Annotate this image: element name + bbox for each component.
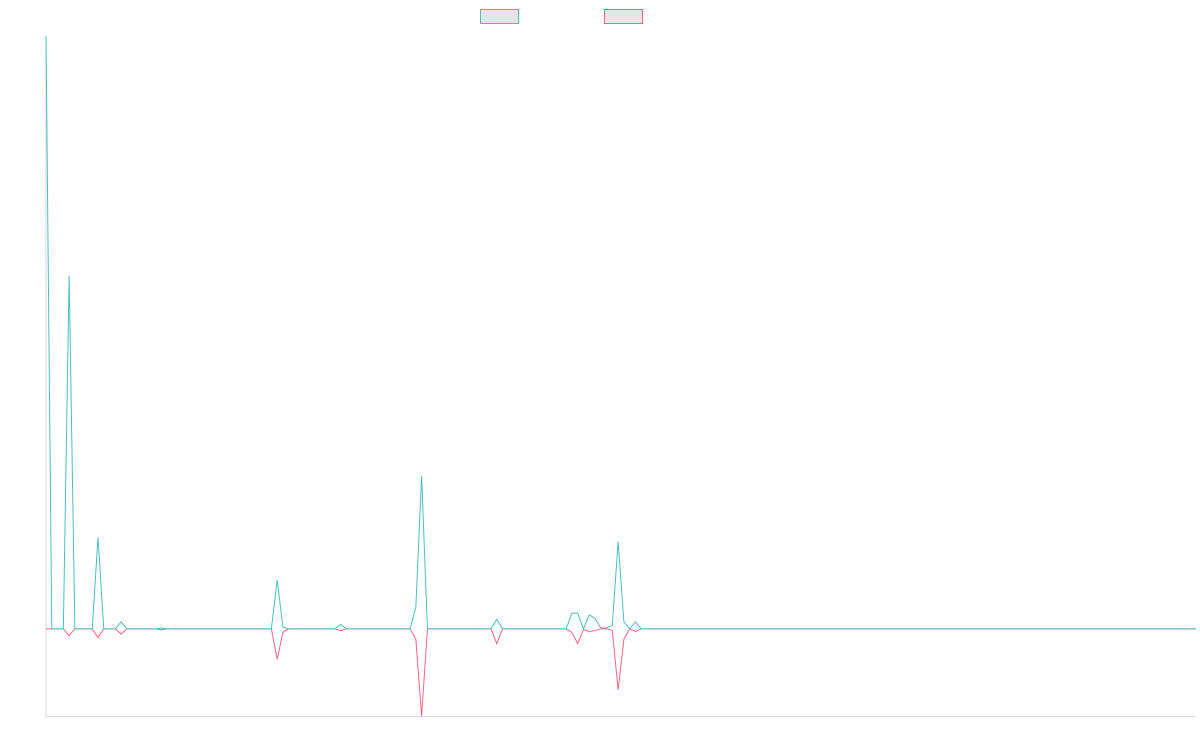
legend-swatch-series-1[interactable] — [480, 9, 519, 24]
legend-swatch-series-2[interactable] — [604, 9, 643, 24]
series-line-2 — [46, 628, 1196, 717]
series-line-1 — [45, 35, 1196, 631]
series-layer — [45, 35, 1196, 717]
